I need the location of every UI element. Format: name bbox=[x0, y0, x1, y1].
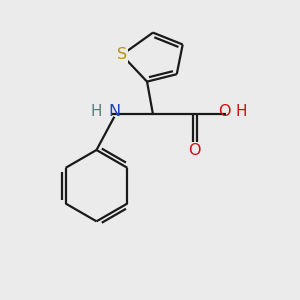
Text: O: O bbox=[188, 142, 201, 158]
Text: O: O bbox=[218, 104, 231, 119]
Text: H: H bbox=[236, 104, 247, 119]
Text: N: N bbox=[108, 104, 120, 119]
Text: H: H bbox=[90, 104, 102, 119]
Text: S: S bbox=[117, 47, 127, 62]
